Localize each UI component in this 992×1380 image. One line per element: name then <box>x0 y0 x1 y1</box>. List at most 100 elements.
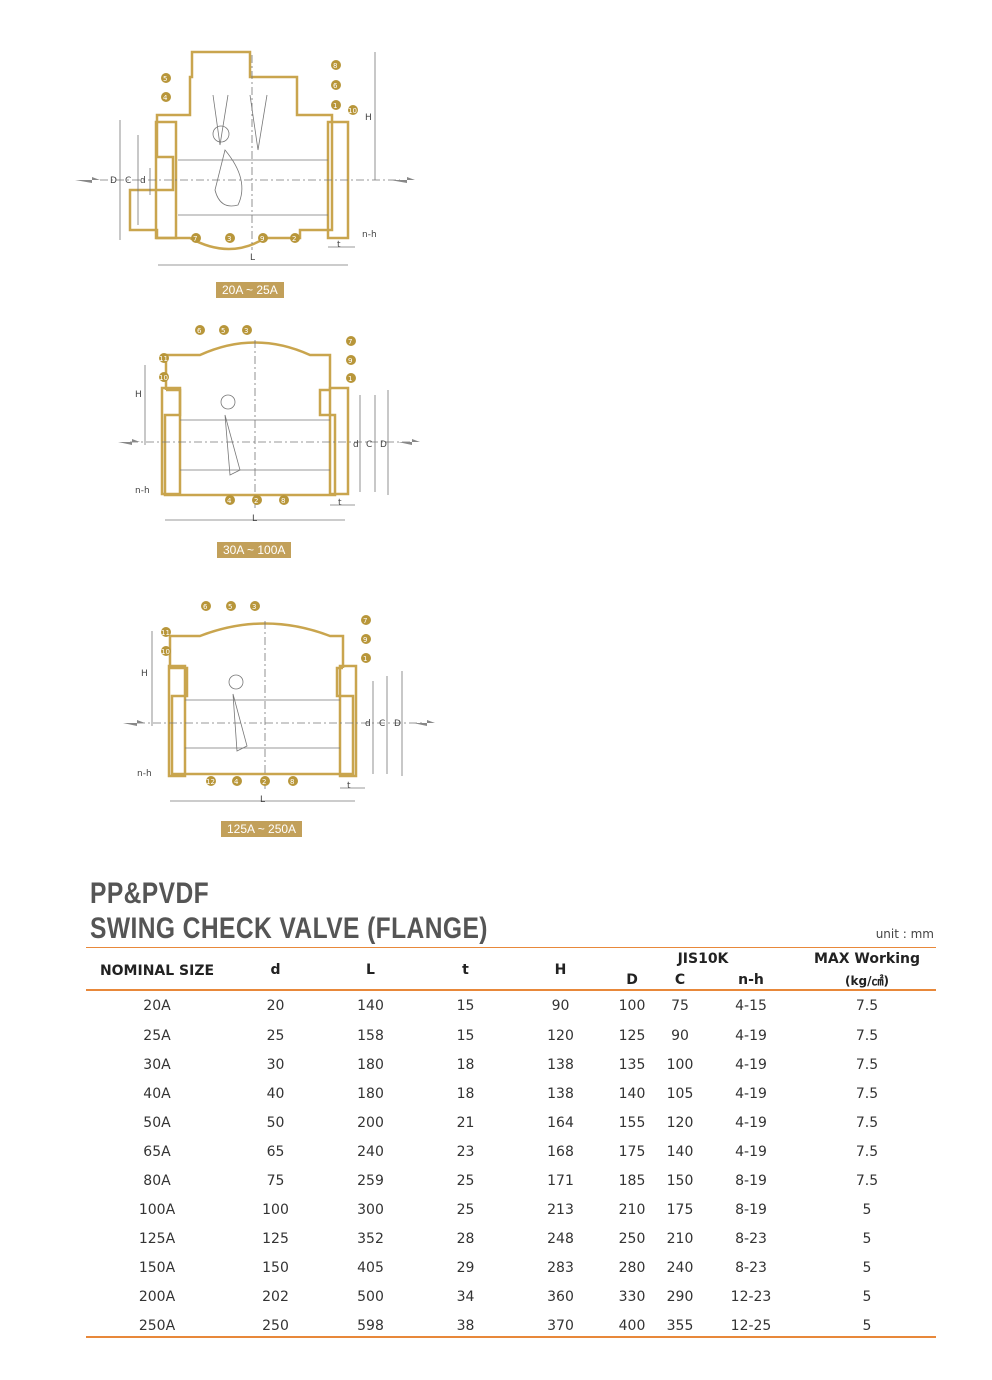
cell-max-working: 5 <box>862 1201 872 1218</box>
table-row: 65A 65 240 23 168 175 140 4-19 7.5 <box>86 1137 936 1166</box>
callout: 1 <box>348 375 352 383</box>
cell-D: 135 <box>618 1056 646 1073</box>
cell-D: 280 <box>618 1259 646 1276</box>
cell-d: 150 <box>262 1259 289 1276</box>
dim-n-h: n-h <box>135 486 150 496</box>
cell-C: 175 <box>666 1201 694 1218</box>
cell-C: 210 <box>666 1230 694 1247</box>
dim-C: C <box>379 719 385 729</box>
cell-t: 25 <box>456 1201 475 1218</box>
callout: 6 <box>203 603 208 611</box>
callout: 7 <box>193 235 197 243</box>
header-nominal-size: NOMINAL SIZE <box>99 963 215 979</box>
dimension-table: NOMINAL SIZE d L t H JIS10K MAX Working … <box>86 949 936 1340</box>
cell-max-working: 7.5 <box>855 1085 879 1102</box>
cell-nominal-size: 20A <box>143 998 171 1014</box>
cell-D: 100 <box>618 998 646 1014</box>
callout: 5 <box>221 327 225 335</box>
callout: 2 <box>292 235 296 243</box>
callout: 7 <box>363 617 367 625</box>
cell-max-working: 7.5 <box>855 1027 879 1044</box>
dim-D: D <box>110 176 117 186</box>
cell-d: 20 <box>266 998 285 1014</box>
table-row: 125A 125 352 28 248 250 210 8-23 5 <box>86 1224 936 1253</box>
callout: 12 <box>206 778 215 786</box>
table-row: 40A 40 180 18 138 140 105 4-19 7.5 <box>86 1079 936 1108</box>
table-header-rule <box>86 989 936 991</box>
cell-d: 25 <box>266 1027 285 1044</box>
table-bottom-rule <box>86 1336 936 1338</box>
cell-C: 290 <box>666 1288 694 1305</box>
cell-nominal-size: 150A <box>138 1259 176 1276</box>
header-D: D <box>626 972 638 988</box>
cell-d: 125 <box>262 1230 289 1247</box>
dim-d: d <box>365 719 371 729</box>
callout: 8 <box>281 497 285 505</box>
dim-t: t <box>347 781 351 791</box>
callout: 3 <box>227 235 231 243</box>
cell-L: 259 <box>357 1172 384 1189</box>
table-top-rule <box>86 947 936 948</box>
cell-H: 360 <box>547 1288 574 1305</box>
cell-n-h: 8-19 <box>735 1201 767 1218</box>
cell-H: 138 <box>547 1056 574 1073</box>
cell-nominal-size: 65A <box>143 1143 171 1160</box>
cell-max-working: 5 <box>862 1230 872 1247</box>
dim-C: C <box>125 176 131 186</box>
dim-D: D <box>394 719 401 729</box>
cell-L: 300 <box>357 1201 384 1218</box>
cell-nominal-size: 100A <box>138 1201 176 1218</box>
cell-H: 90 <box>551 998 570 1014</box>
callout: 6 <box>197 327 202 335</box>
callout: 10 <box>348 107 357 115</box>
cell-D: 155 <box>618 1114 646 1131</box>
cell-n-h: 4-15 <box>735 998 767 1014</box>
cell-H: 120 <box>547 1027 574 1044</box>
diagram-20a-25a: D C d H L t n-h 5 4 8 6 1 10 7 3 9 2 <box>70 40 420 270</box>
dim-L: L <box>250 253 255 263</box>
cell-nominal-size: 200A <box>138 1288 176 1305</box>
callout: 5 <box>228 603 232 611</box>
cell-n-h: 4-19 <box>735 1056 767 1073</box>
cell-d: 250 <box>262 1317 289 1334</box>
cell-t: 18 <box>456 1056 475 1073</box>
dim-H: H <box>135 390 142 400</box>
cell-nominal-size: 30A <box>143 1056 171 1073</box>
dim-D: D <box>380 440 387 450</box>
cell-H: 168 <box>547 1143 574 1160</box>
cell-n-h: 4-19 <box>735 1143 767 1160</box>
cell-C: 100 <box>666 1056 694 1073</box>
cell-C: 120 <box>666 1114 694 1131</box>
product-title: SWING CHECK VALVE (FLANGE) <box>90 912 488 945</box>
header-d: d <box>270 962 281 978</box>
table-row: 25A 25 158 15 120 125 90 4-19 7.5 <box>86 1021 936 1050</box>
cell-n-h: 8-23 <box>735 1259 767 1276</box>
callout: 7 <box>348 338 352 346</box>
cell-C: 355 <box>666 1317 694 1334</box>
cell-H: 370 <box>547 1317 574 1334</box>
table-row: 250A 250 598 38 370 400 355 12-25 5 <box>86 1311 936 1340</box>
size-label-125a-250a: 125A ~ 250A <box>221 821 303 837</box>
cell-d: 100 <box>262 1201 289 1218</box>
callout: 3 <box>252 603 256 611</box>
callout: 9 <box>260 235 264 243</box>
callout: 4 <box>163 94 168 102</box>
cell-n-h: 4-19 <box>735 1085 767 1102</box>
table-row: 100A 100 300 25 213 210 175 8-19 5 <box>86 1195 936 1224</box>
cell-D: 175 <box>618 1143 646 1160</box>
cell-C: 150 <box>666 1172 694 1189</box>
cell-D: 250 <box>618 1230 646 1247</box>
header-C: C <box>674 972 686 988</box>
cell-max-working: 7.5 <box>855 1172 879 1189</box>
callout: 4 <box>227 497 232 505</box>
cell-t: 38 <box>456 1317 475 1334</box>
callout: 4 <box>234 778 239 786</box>
cell-n-h: 12-23 <box>730 1288 772 1305</box>
cell-max-working: 5 <box>862 1288 872 1305</box>
dim-L: L <box>260 795 265 805</box>
cell-H: 171 <box>547 1172 574 1189</box>
valve-drawing-large: H d C D L t n-h 6 5 3 7 9 1 11 10 12 4 2… <box>123 601 435 805</box>
header-max-working: MAX Working <box>814 951 920 967</box>
callout: 1 <box>363 655 367 663</box>
cell-D: 125 <box>618 1027 646 1044</box>
